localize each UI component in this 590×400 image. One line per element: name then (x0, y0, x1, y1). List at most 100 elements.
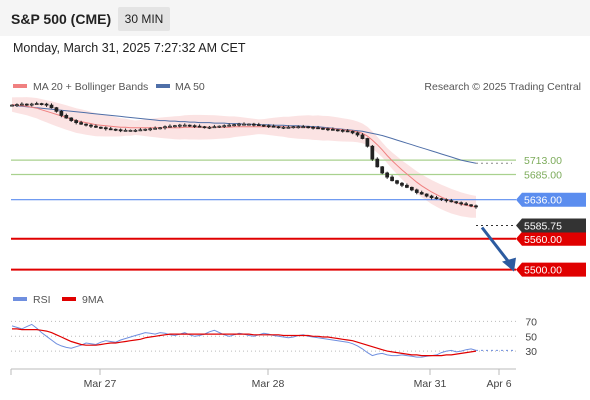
candle (15, 104, 19, 107)
candle (54, 107, 59, 112)
candle (148, 128, 153, 131)
candle (370, 145, 375, 160)
candle (276, 126, 281, 129)
candle (350, 130, 355, 134)
candle (296, 126, 301, 129)
level-label-5685.00: 5685.00 (524, 170, 562, 182)
candle (340, 129, 345, 132)
candle (187, 124, 192, 127)
candle (271, 125, 276, 128)
candle (44, 103, 49, 106)
candle (59, 110, 64, 116)
candle (434, 197, 439, 200)
rsi-line (11, 323, 477, 358)
candle (74, 120, 79, 124)
candle (400, 182, 404, 186)
x-tick-label: Mar 31 (414, 378, 447, 390)
ma20-line (11, 104, 477, 208)
candle (414, 189, 419, 193)
candle (365, 138, 370, 147)
candle (118, 129, 123, 132)
candle (182, 124, 187, 127)
candle (345, 130, 350, 133)
candle (291, 126, 296, 129)
level-tag-5500.00 (516, 262, 586, 277)
level-tag-5636.00 (516, 192, 586, 207)
candle (192, 125, 197, 128)
candle (330, 128, 335, 131)
candle (469, 204, 473, 207)
rsi-ma-legend-swatch (62, 297, 76, 301)
candle (173, 125, 177, 128)
timeframe-button[interactable]: 30 MIN (118, 7, 170, 31)
candle (128, 129, 133, 132)
candle (168, 125, 172, 128)
candle (232, 124, 236, 127)
candle (222, 125, 227, 128)
rsi-tick-label: 70 (525, 316, 537, 328)
ma50-legend-swatch (156, 84, 170, 88)
candle (20, 103, 24, 106)
candle (459, 202, 464, 205)
candle (326, 128, 330, 131)
candle (281, 126, 286, 129)
candle (163, 126, 167, 129)
candle (217, 125, 222, 128)
rsi-ma-line (12, 328, 477, 357)
candle (261, 124, 266, 127)
rsi-tick-label: 30 (525, 346, 537, 358)
candle (385, 172, 390, 178)
candle (409, 186, 414, 191)
candle (29, 103, 34, 106)
candle (108, 128, 113, 131)
candle (69, 117, 74, 121)
candle (98, 126, 103, 129)
candle (256, 124, 261, 127)
candle (84, 123, 88, 126)
candle (316, 127, 320, 130)
candle (197, 125, 202, 128)
candle (311, 126, 315, 129)
candle (49, 104, 54, 109)
candle (153, 127, 158, 130)
candle (360, 134, 365, 139)
candle (207, 126, 212, 129)
ma20-legend-swatch (13, 84, 27, 88)
level-label-5713.00: 5713.00 (524, 155, 562, 167)
candle (380, 166, 385, 174)
candle (286, 126, 291, 129)
candle (321, 127, 325, 130)
candle (10, 104, 14, 107)
candle (474, 205, 478, 208)
ma50-legend-label: MA 50 (175, 81, 205, 93)
symbol-title: S&P 500 (CME) (11, 11, 112, 27)
rsi-ma-legend-label: 9MA (82, 294, 104, 306)
candle (464, 203, 468, 206)
candle (39, 103, 44, 105)
candle (449, 200, 454, 203)
chart-header: S&P 500 (CME) 30 MIN (0, 0, 590, 36)
candle (301, 126, 306, 129)
forecast-arrow (480, 226, 512, 265)
candle (237, 123, 241, 126)
candle (252, 123, 256, 126)
last-price-label: 5585.75 (524, 221, 562, 233)
candle (202, 126, 207, 129)
candle (424, 193, 429, 197)
candle (177, 124, 182, 127)
x-tick-label: Mar 28 (252, 378, 285, 390)
candle (405, 184, 409, 188)
rsi-legend-swatch (13, 297, 27, 301)
research-credit: Research © 2025 Trading Central (424, 81, 581, 93)
candle (89, 124, 93, 127)
candle (429, 195, 434, 199)
candle (335, 129, 340, 132)
candle (34, 103, 39, 105)
candle (212, 126, 217, 129)
candle (94, 125, 98, 128)
candle (24, 103, 29, 106)
candle (113, 128, 118, 131)
rsi-legend-label: RSI (33, 294, 51, 306)
candle (79, 122, 83, 125)
